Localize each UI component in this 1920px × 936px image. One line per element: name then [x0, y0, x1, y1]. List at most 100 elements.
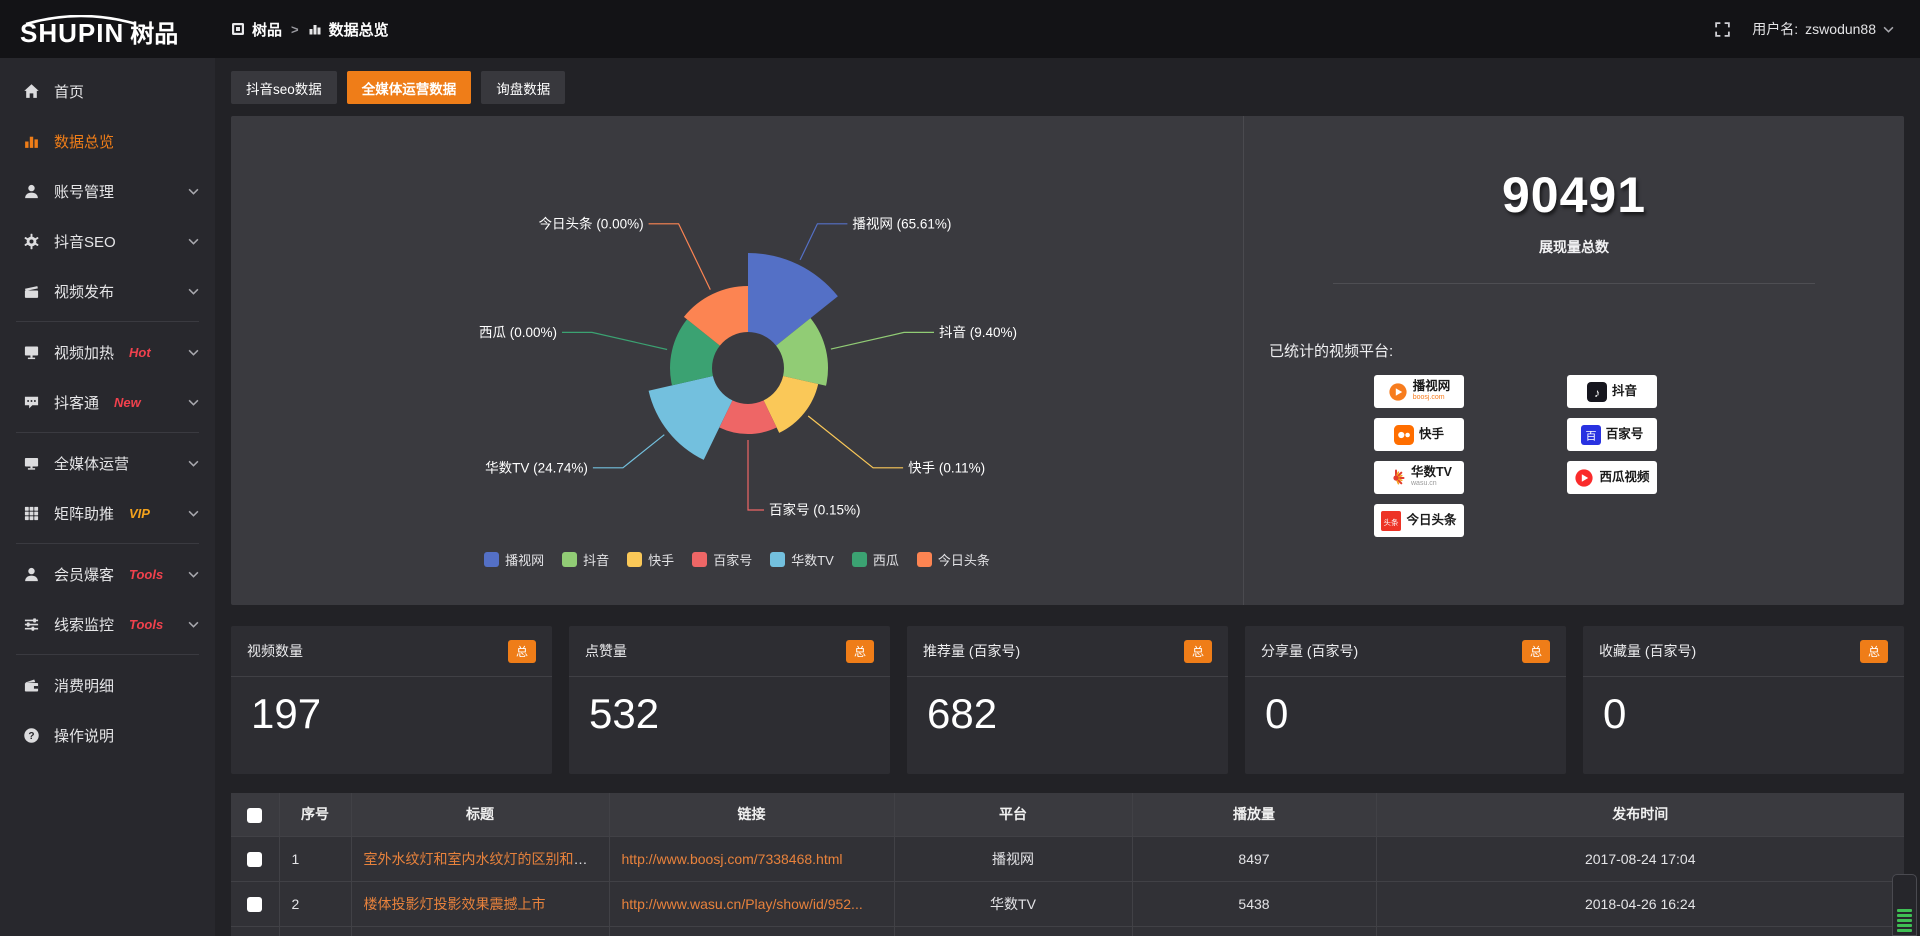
legend-item-播视网[interactable]: 播视网 [484, 550, 544, 569]
legend-label: 西瓜 [872, 553, 899, 568]
username-value: zswodun88 [1805, 21, 1876, 37]
sidebar-item-label: 线索监控 [54, 616, 115, 634]
chart-legend: 播视网 抖音 快手 百家号 华数TV 西瓜 今日头条 [231, 550, 1243, 569]
sidebar-item-账号管理[interactable]: 账号管理 [0, 166, 215, 216]
sidebar-item-线索监控[interactable]: 线索监控 Tools [0, 599, 215, 649]
row-checkbox[interactable] [247, 851, 263, 867]
legend-item-今日头条[interactable]: 今日头条 [916, 550, 990, 569]
sidebar-divider [16, 654, 199, 655]
cell-plays: 5438 [1132, 881, 1377, 927]
breadcrumb-root[interactable]: 树品 [252, 21, 283, 39]
platform-badge-kuaishou: 快手 [1374, 418, 1464, 451]
tab-douyin-seo-data[interactable]: 抖音seo数据 [231, 71, 337, 104]
sidebar-item-label: 首页 [54, 83, 85, 101]
xigua-logo [1574, 468, 1594, 488]
breadcrumb-separator: > [291, 21, 299, 37]
sidebar-item-首页[interactable]: 首页 [0, 66, 215, 116]
sidebar-item-label: 视频加热 [54, 344, 115, 362]
question-icon: ? [23, 727, 40, 744]
logo-text: SHUPIN [20, 17, 125, 48]
platform-badge-douyin: ♪ 抖音 [1567, 375, 1657, 408]
total-badge: 总 [507, 639, 536, 663]
app-logo[interactable]: SHUPIN 树品 [0, 10, 215, 49]
label-line-西瓜 [562, 331, 668, 351]
legend-item-百家号[interactable]: 百家号 [692, 550, 752, 569]
douyin-logo: ♪ [1586, 381, 1607, 402]
sidebar-item-消费明细[interactable]: 消费明细 [0, 660, 215, 710]
sidebar-item-会员爆客[interactable]: 会员爆客 Tools [0, 549, 215, 599]
header-actions: 用户名: zswodun88 [1714, 19, 1920, 39]
sidebar-item-badge: New [114, 394, 141, 410]
cell-platform: 华数TV [894, 881, 1133, 927]
row-checkbox[interactable] [247, 896, 263, 912]
column-header-播放量: 播放量 [1132, 793, 1377, 837]
breadcrumb: 树品 > 数据总览 [231, 19, 389, 40]
table-row-partial [231, 926, 1904, 936]
widget-bar [1897, 919, 1912, 922]
select-all-checkbox[interactable] [247, 807, 263, 823]
stat-value: 197 [251, 690, 322, 737]
sidebar-item-抖音SEO[interactable]: 抖音SEO [0, 216, 215, 266]
legend-item-抖音[interactable]: 抖音 [562, 550, 609, 569]
fullscreen-icon[interactable] [1714, 21, 1731, 38]
chevron-down-icon [188, 399, 199, 406]
stat-value: 532 [589, 690, 660, 737]
toutiao-logo: 头条 [1381, 510, 1402, 531]
tab-media-operation-data[interactable]: 全媒体运营数据 [346, 71, 472, 104]
legend-item-快手[interactable]: 快手 [627, 550, 674, 569]
floating-widget[interactable] [1892, 874, 1917, 936]
stat-label: 分享量 (百家号) [1261, 643, 1359, 659]
slice-label-西瓜: 西瓜 (0.00%) [479, 325, 557, 340]
sidebar-item-视频发布[interactable]: 视频发布 [0, 266, 215, 316]
column-header-发布时间: 发布时间 [1376, 793, 1904, 837]
kuaishou-logo [1393, 424, 1414, 445]
cell-time: 2017-08-24 17:04 [1376, 836, 1904, 882]
svg-text:百: 百 [1585, 430, 1596, 442]
platform-name: 抖音 [1611, 383, 1637, 398]
total-badge: 总 [1183, 639, 1212, 663]
cell-plays: 8497 [1132, 836, 1377, 882]
sidebar-item-label: 会员爆客 [54, 566, 115, 584]
legend-label: 今日头条 [937, 553, 990, 568]
boosj-logo [1388, 382, 1408, 402]
sidebar-item-全媒体运营[interactable]: 全媒体运营 [0, 438, 215, 488]
label-line-快手 [807, 415, 904, 469]
sidebar-item-操作说明[interactable]: ? 操作说明 [0, 710, 215, 760]
legend-item-西瓜[interactable]: 西瓜 [851, 550, 899, 569]
sidebar-item-数据总览[interactable]: 数据总览 [0, 116, 215, 166]
legend-label: 华数TV [791, 553, 834, 568]
sidebar-item-视频加热[interactable]: 视频加热 Hot [0, 327, 215, 377]
column-header-链接: 链接 [609, 793, 895, 837]
slice-今日头条 [683, 286, 748, 346]
cell-url-link[interactable]: http://www.wasu.cn/Play/show/id/952... [621, 895, 863, 912]
legend-swatch [627, 552, 643, 567]
site-icon [231, 22, 245, 36]
sidebar-item-label: 操作说明 [54, 727, 115, 745]
slice-播视网 [748, 253, 838, 346]
sidebar-item-抖客通[interactable]: 抖客通 New [0, 377, 215, 427]
stat-label: 收藏量 (百家号) [1599, 643, 1697, 659]
sidebar-divider [16, 432, 199, 433]
column-header-标题: 标题 [351, 793, 610, 837]
cell-title-link[interactable]: 室外水纹灯和室内水纹灯的区别和简介 [363, 850, 602, 867]
user-star-icon [23, 566, 40, 583]
sidebar-item-矩阵助推[interactable]: 矩阵助推 VIP [0, 488, 215, 538]
sidebar-item-badge: Hot [129, 344, 151, 360]
svg-text:头条: 头条 [1384, 516, 1400, 526]
slice-label-快手: 快手 (0.11%) [908, 460, 985, 475]
platform-badges: 播视网 boosj.com ♪ 抖音 快手 百百家号 华数TV wasu.cn 西瓜视频 头条 今日… [1374, 375, 1904, 537]
legend-item-华数TV[interactable]: 华数TV [770, 550, 834, 569]
cell-time: 2018-04-26 16:24 [1376, 881, 1904, 927]
slice-快手 [763, 376, 819, 433]
stat-label: 点赞量 [585, 643, 627, 659]
table-header-row: 序号 标题 链接 平台 播放量 发布时间 [231, 793, 1904, 837]
cell-title-link[interactable]: 楼体投影灯投影效果震撼上市 [363, 895, 546, 912]
user-dropdown[interactable]: 用户名: zswodun88 [1752, 19, 1894, 39]
cell-url-link[interactable]: http://www.boosj.com/7338468.html [621, 850, 843, 867]
platform-badge-toutiao: 头条 今日头条 [1374, 504, 1464, 537]
platform-badge-boosj: 播视网 boosj.com [1374, 375, 1464, 408]
sidebar-item-label: 抖客通 [54, 394, 100, 412]
tab-inquiry-data[interactable]: 询盘数据 [481, 71, 566, 104]
platform-sub: boosj.com [1412, 394, 1445, 402]
sliders-icon [23, 616, 40, 633]
